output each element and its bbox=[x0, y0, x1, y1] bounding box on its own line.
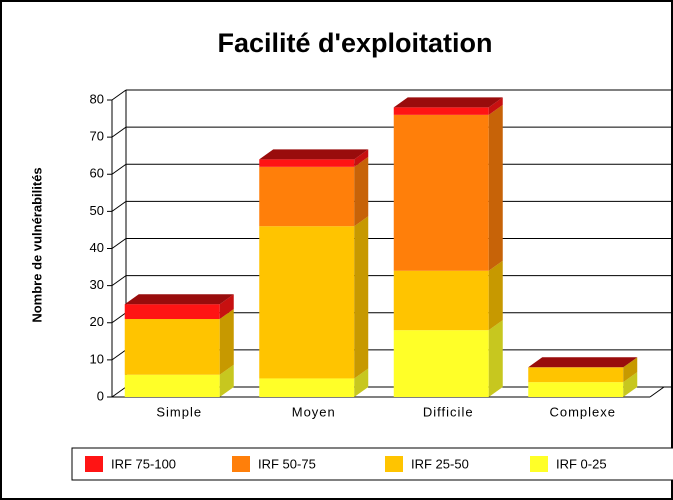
y-tick-label: 50 bbox=[90, 203, 104, 218]
bar-side bbox=[488, 97, 503, 115]
legend bbox=[71, 447, 673, 481]
bar-top bbox=[259, 149, 369, 160]
bar-segment bbox=[124, 374, 220, 397]
legend-swatch bbox=[530, 456, 548, 472]
bar-segment bbox=[528, 382, 624, 397]
bar-side bbox=[354, 216, 369, 379]
bar-side bbox=[354, 156, 369, 227]
grid-connector bbox=[111, 275, 127, 287]
y-tick-label: 40 bbox=[90, 240, 104, 255]
bar-side bbox=[623, 357, 638, 383]
bar-side bbox=[219, 294, 234, 320]
legend-label: IRF 25-50 bbox=[411, 456, 469, 471]
bar-side bbox=[354, 368, 369, 397]
bar-side bbox=[623, 372, 638, 397]
chart-title: Facilité d'exploitation bbox=[218, 28, 493, 58]
legend-label: IRF 75-100 bbox=[111, 456, 176, 471]
bar-segment bbox=[124, 319, 220, 375]
grid-connector bbox=[111, 386, 127, 398]
grid-connector bbox=[111, 89, 127, 101]
bar-side bbox=[488, 260, 503, 331]
x-tick-label: Moyen bbox=[292, 404, 336, 419]
grid-connector bbox=[111, 312, 127, 324]
bar-side bbox=[488, 104, 503, 271]
grid-connector bbox=[111, 349, 127, 361]
grid-connector bbox=[111, 126, 127, 138]
bar-side bbox=[219, 309, 234, 375]
y-tick-label: 70 bbox=[90, 129, 104, 144]
bar-segment bbox=[528, 367, 624, 383]
x-tick-label: Difficile bbox=[423, 404, 474, 419]
legend-label: IRF 0-25 bbox=[556, 456, 607, 471]
bar-segment bbox=[393, 107, 489, 115]
bar-segment bbox=[259, 166, 355, 227]
y-tick-label: 0 bbox=[97, 388, 104, 403]
grid-connector bbox=[111, 238, 127, 249]
bar-top bbox=[393, 97, 503, 108]
legend-label: IRF 50-75 bbox=[258, 456, 316, 471]
bar-side bbox=[488, 320, 503, 397]
bar-segment bbox=[259, 159, 355, 167]
y-tick-label: 80 bbox=[90, 91, 104, 106]
bar-side bbox=[354, 149, 369, 167]
bar-top bbox=[124, 294, 234, 305]
bar-segment bbox=[259, 226, 355, 379]
y-tick-label: 10 bbox=[90, 351, 104, 366]
grid-connector bbox=[111, 200, 127, 212]
x-tick-label: Complexe bbox=[549, 404, 616, 419]
bar-side bbox=[219, 364, 234, 397]
legend-swatch bbox=[385, 456, 403, 472]
legend-swatch bbox=[85, 456, 103, 472]
bar-segment bbox=[259, 378, 355, 397]
y-axis-label: Nombre de vulnérabilités bbox=[29, 167, 44, 322]
bar-segment bbox=[393, 330, 489, 397]
y-tick-label: 20 bbox=[90, 314, 104, 329]
y-tick-label: 30 bbox=[90, 277, 104, 292]
bar-top bbox=[528, 357, 638, 368]
x-tick-label: Simple bbox=[156, 404, 202, 419]
bar-segment bbox=[124, 304, 220, 320]
bar-segment bbox=[393, 114, 489, 271]
legend-swatch bbox=[232, 456, 250, 472]
bar-segment bbox=[393, 270, 489, 331]
grid-connector bbox=[111, 163, 127, 175]
y-tick-label: 60 bbox=[90, 166, 104, 181]
floor-right bbox=[649, 386, 665, 398]
